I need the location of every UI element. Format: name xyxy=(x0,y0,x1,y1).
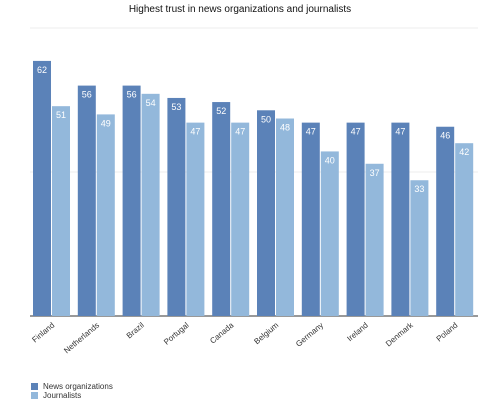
bar-journalists-poland xyxy=(455,143,474,316)
x-tick-label-denmark: Denmark xyxy=(384,320,415,348)
data-label: 40 xyxy=(325,155,335,165)
x-tick-label-netherlands: Netherlands xyxy=(62,321,101,356)
data-labels: 62 51 56 49 56 54 53 47 52 47 50 48 47 40 47 37 47 33 46 42 xyxy=(37,65,469,194)
bar-news-organizations-ireland xyxy=(346,122,365,316)
bars xyxy=(33,60,474,317)
chart-title: Highest trust in news organizations and … xyxy=(128,4,352,15)
bar-journalists-belgium xyxy=(276,118,294,316)
data-label: 50 xyxy=(261,114,271,124)
x-axis: Finland Netherlands Brazil Portugal Canada Be… xyxy=(30,320,459,355)
data-label: 53 xyxy=(171,102,181,112)
bar-news-organizations-poland xyxy=(436,126,455,316)
data-label: 51 xyxy=(56,110,66,120)
data-label: 42 xyxy=(459,147,469,157)
x-tick-label-brazil: Brazil xyxy=(125,321,146,341)
bar-news-organizations-netherlands xyxy=(77,85,96,316)
data-label: 56 xyxy=(82,90,92,100)
legend-label-journalists: Journalists xyxy=(43,391,82,400)
bar-news-organizations-brazil xyxy=(122,85,141,316)
data-label: 52 xyxy=(216,106,226,116)
x-tick-label-germany: Germany xyxy=(294,321,325,349)
data-label: 47 xyxy=(306,127,316,137)
bar-news-organizations-finland xyxy=(33,60,51,316)
legend-item-news-organizations: News organizations xyxy=(31,382,113,391)
legend-swatch-news-organizations xyxy=(31,383,38,390)
bar-journalists-canada xyxy=(231,122,250,316)
bar-news-organizations-belgium xyxy=(257,110,275,317)
bar-news-organizations-denmark xyxy=(391,122,410,316)
bar-journalists-germany xyxy=(320,151,339,316)
data-label: 33 xyxy=(414,184,424,194)
data-label: 46 xyxy=(440,131,450,141)
bar-journalists-finland xyxy=(52,106,70,317)
legend-item-journalists: Journalists xyxy=(31,391,113,400)
data-label: 48 xyxy=(280,123,290,133)
data-label: 54 xyxy=(146,98,156,108)
data-label: 62 xyxy=(37,65,47,75)
x-tick-label-belgium: Belgium xyxy=(252,320,280,346)
legend-swatch-journalists xyxy=(31,392,38,399)
x-tick-label-poland: Poland xyxy=(435,321,460,344)
data-label: 37 xyxy=(370,168,380,178)
data-label: 47 xyxy=(351,127,361,137)
data-label: 47 xyxy=(190,127,200,137)
x-tick-label-portugal: Portugal xyxy=(162,320,191,346)
data-label: 47 xyxy=(235,127,245,137)
x-tick-label-finland: Finland xyxy=(30,321,56,345)
bar-journalists-brazil xyxy=(141,93,160,316)
x-tick-label-ireland: Ireland xyxy=(345,321,370,344)
bar-journalists-denmark xyxy=(410,180,429,316)
legend-label-news-organizations: News organizations xyxy=(43,382,113,391)
bar-news-organizations-canada xyxy=(212,102,231,316)
bar-news-organizations-germany xyxy=(301,122,320,316)
data-label: 49 xyxy=(101,118,111,128)
bar-journalists-netherlands xyxy=(96,114,115,317)
x-tick-label-canada: Canada xyxy=(208,320,236,345)
legend: News organizations Journalists xyxy=(31,382,113,400)
bar-news-organizations-portugal xyxy=(167,97,186,316)
data-label: 56 xyxy=(127,90,137,100)
bar-journalists-portugal xyxy=(186,122,205,316)
data-label: 47 xyxy=(395,127,405,137)
bar-journalists-ireland xyxy=(365,163,384,316)
